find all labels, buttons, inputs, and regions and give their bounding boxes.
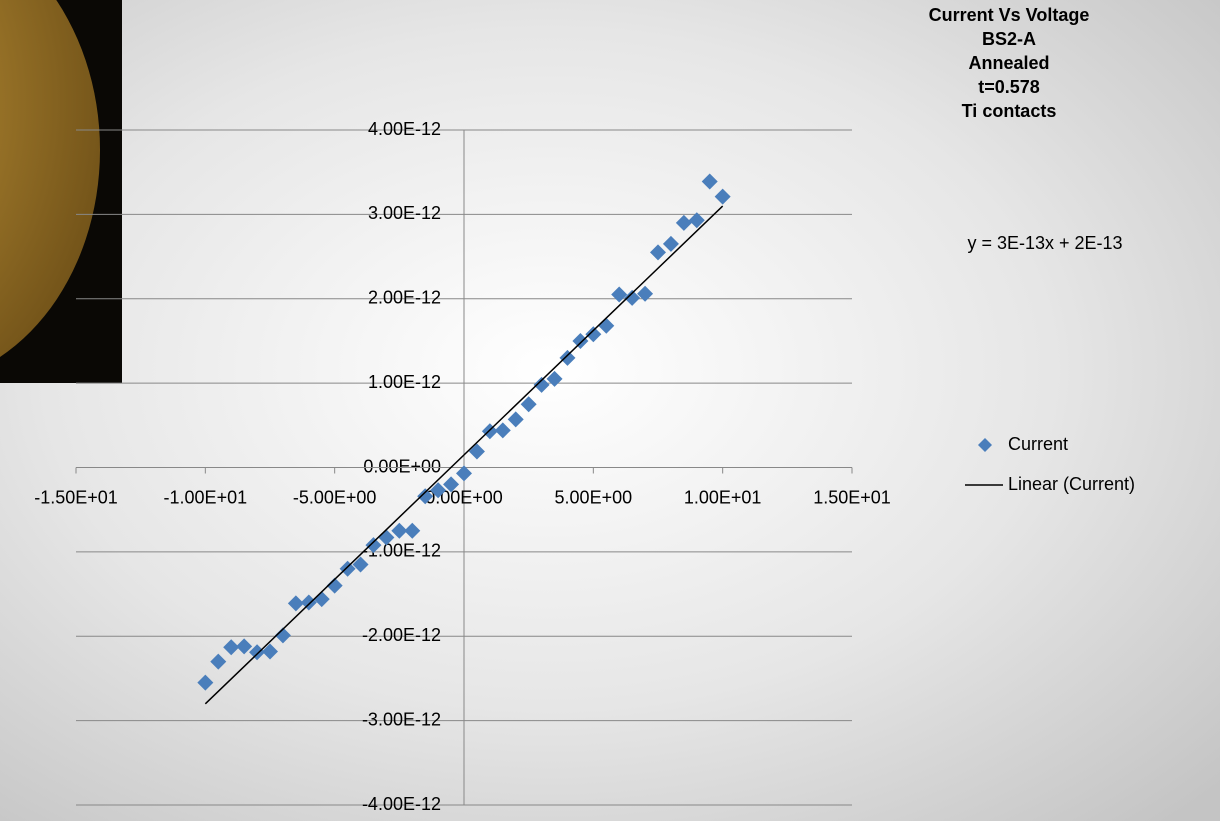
x-tick-label: -1.50E+01 [34,487,118,507]
chart-title: Annealed [968,53,1049,73]
y-tick-label: 3.00E-12 [368,203,441,223]
background [0,0,1220,821]
photo [0,0,122,385]
y-tick-label: -3.00E-12 [362,709,441,729]
chart-title: Current Vs Voltage [929,5,1090,25]
x-tick-label: 1.50E+01 [813,487,891,507]
legend-label: Current [1008,434,1068,454]
x-tick-label: 1.00E+01 [684,487,762,507]
chart-title: BS2-A [982,29,1036,49]
y-tick-label: 4.00E-12 [368,119,441,139]
x-tick-label: 5.00E+00 [555,487,633,507]
y-tick-label: 1.00E-12 [368,372,441,392]
x-tick-label: -5.00E+00 [293,487,377,507]
legend-label: Linear (Current) [1008,474,1135,494]
chart-title: t=0.578 [978,77,1040,97]
chart: Current Vs Voltage BS2-A Annealed t=0.57… [0,0,1220,821]
y-tick-label: 2.00E-12 [368,288,441,308]
y-tick-label: -4.00E-12 [362,794,441,814]
x-tick-label: -1.00E+01 [164,487,248,507]
y-tick-label: 0.00E+00 [363,456,441,476]
chart-title: Ti contacts [962,101,1057,121]
trendline-equation: y = 3E-13x + 2E-13 [967,233,1122,253]
y-tick-label: -2.00E-12 [362,625,441,645]
